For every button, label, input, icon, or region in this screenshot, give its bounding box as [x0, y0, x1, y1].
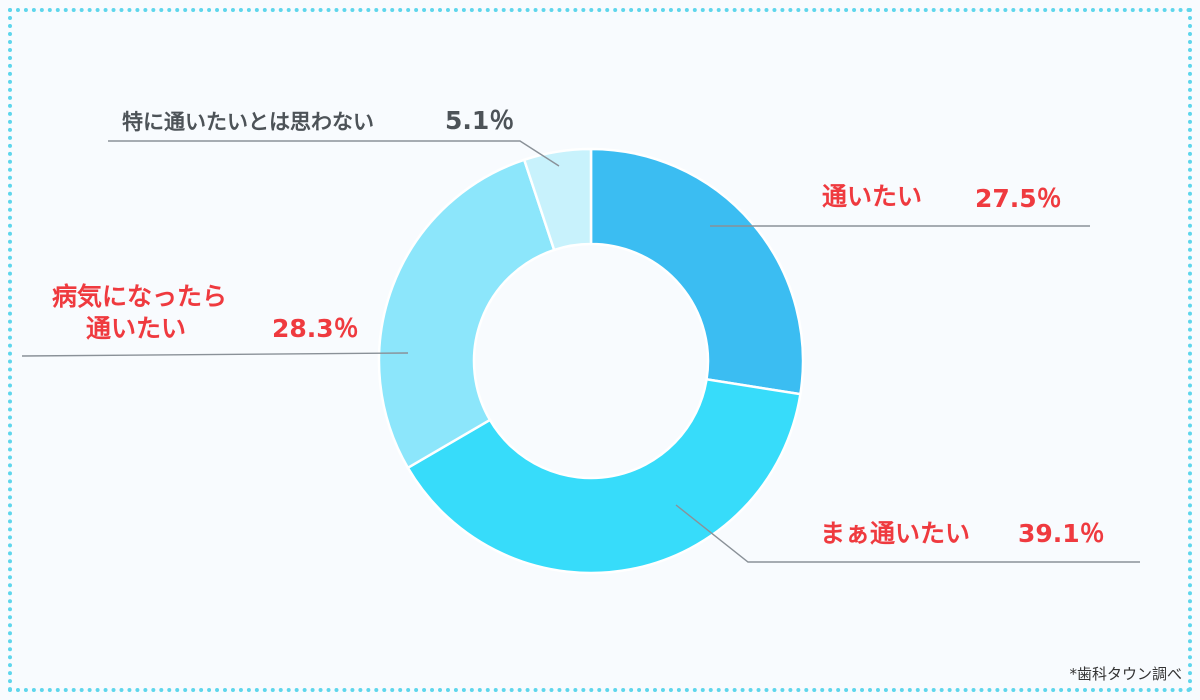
frame-border-right — [1188, 8, 1192, 692]
slice-3 — [377, 158, 556, 470]
slice-label-3-line-1: 病気になったら — [52, 282, 227, 311]
leader-line-2 — [675, 504, 1140, 563]
frame-border-top — [8, 8, 1192, 12]
slice-label-1: 通いたい — [822, 182, 922, 211]
slice-label-2: まぁ通いたい — [820, 519, 970, 548]
leader-line-4 — [108, 140, 560, 167]
slice-1 — [589, 147, 805, 396]
frame-border-left — [8, 8, 12, 692]
slice-2 — [406, 377, 802, 575]
source-note: *歯科タウン調べ — [1069, 665, 1182, 683]
leader-line-3 — [21, 352, 409, 357]
slice-4 — [522, 147, 593, 252]
slice-label-3-line-2: 通いたい — [86, 314, 186, 343]
slice-value-4: 5.1％ — [445, 106, 514, 135]
frame-border-bottom — [8, 688, 1192, 692]
slice-label-4: 特に通いたいとは思わない — [122, 110, 374, 134]
slice-value-3: 28.3％ — [272, 314, 359, 343]
slice-value-1: 27.5％ — [975, 184, 1062, 213]
slice-value-2: 39.1％ — [1018, 519, 1105, 548]
